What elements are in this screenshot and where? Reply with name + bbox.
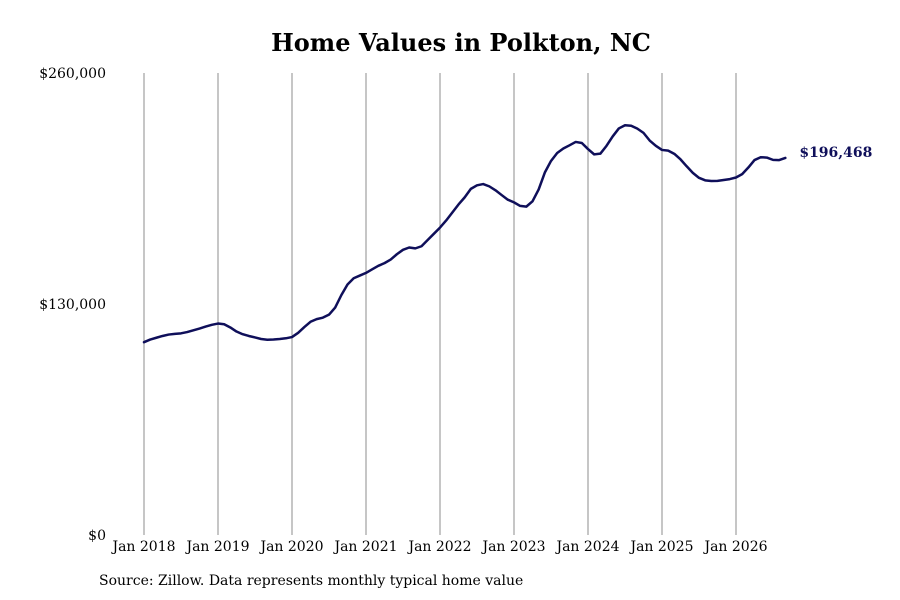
x-axis-ticks: Jan 2018 Jan 2019 Jan 2020 Jan 2021 Jan 2022…: [110, 539, 767, 555]
y-tick-label: $0: [88, 528, 106, 544]
x-tick-label: Jan 2018: [110, 539, 175, 555]
grid-lines: [143, 73, 737, 535]
y-tick-label: $260,000: [39, 66, 106, 82]
end-value-label: $196,468: [799, 145, 872, 161]
x-tick-label: Jan 2021: [332, 539, 397, 555]
x-tick-label: Jan 2022: [406, 539, 471, 555]
y-tick-label: $130,000: [39, 297, 106, 313]
x-tick-label: Jan 2024: [554, 539, 619, 555]
y-axis-ticks: $0 $130,000 $260,000: [39, 66, 106, 544]
series-line-home-value: [142, 123, 787, 344]
x-tick-label: Jan 2026: [702, 539, 767, 555]
x-tick-label: Jan 2023: [480, 539, 545, 555]
x-tick-label: Jan 2020: [258, 539, 323, 555]
chart-title: Home Values in Polkton, NC: [271, 28, 651, 57]
x-tick-label: Jan 2019: [184, 539, 249, 555]
source-note: Source: Zillow. Data represents monthly …: [99, 573, 524, 589]
x-tick-label: Jan 2025: [628, 539, 693, 555]
